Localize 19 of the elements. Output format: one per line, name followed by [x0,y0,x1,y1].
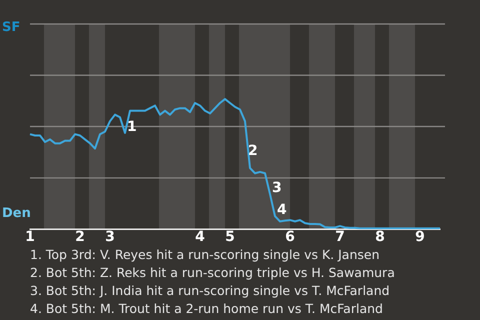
annotation: Den [2,206,31,221]
x-tick-label: 8 [375,229,385,246]
x-tick-label: 2 [75,229,85,246]
x-tick-label: 5 [225,229,235,246]
text: 4. Bot 5th: M. Trout hit a 2-run home run vs T. McFarland [30,300,384,318]
text: SF [2,20,20,35]
annotation: 3 [272,180,282,196]
text: 3. Bot 5th: J. India hit a run-scoring single vs T. McFarland [30,282,391,300]
annotation: 1 [127,119,137,135]
x-tick-label: 6 [285,229,295,246]
x-tick-label: 7 [335,229,345,246]
text: 2. Bot 5th: Z. Reks hit a run-scoring triple vs H. Sawamura [30,264,396,282]
x-tick-label: 1 [25,229,35,246]
annotation: 4 [277,202,287,218]
annotation: 2 [248,143,258,159]
text: 1. Top 3rd: V. Reyes hit a run-scoring single vs K. Jansen [30,246,381,264]
x-tick-label: 4 [195,229,206,246]
x-tick-label: 9 [415,229,425,246]
x-tick-label: 3 [105,229,115,246]
